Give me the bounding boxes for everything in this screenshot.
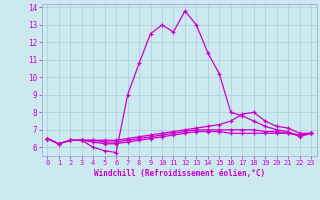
X-axis label: Windchill (Refroidissement éolien,°C): Windchill (Refroidissement éolien,°C) <box>94 169 265 178</box>
